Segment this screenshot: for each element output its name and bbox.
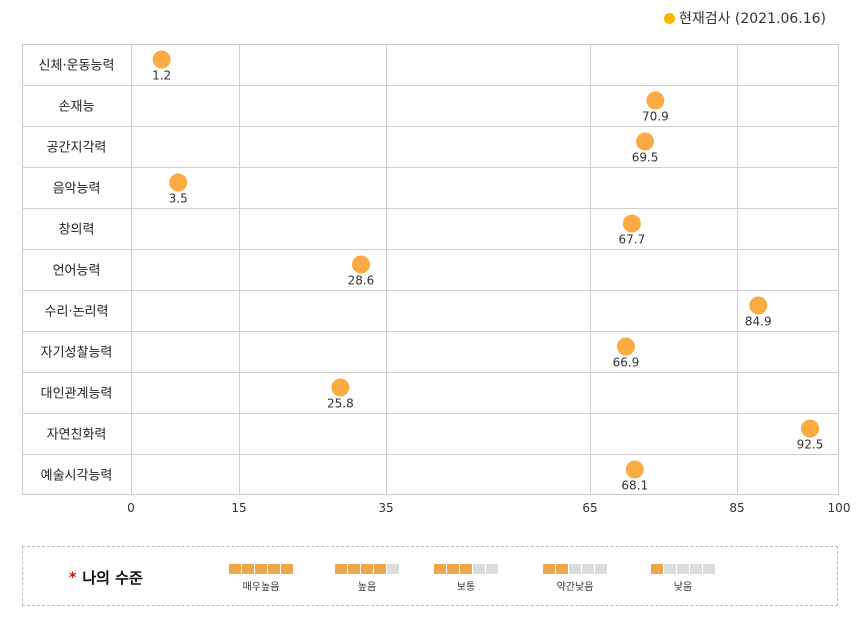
- level-segment: [543, 564, 555, 574]
- x-tick-label: 65: [582, 501, 597, 515]
- data-label: 67.7: [618, 233, 645, 247]
- level-segment: [569, 564, 581, 574]
- level-segment: [242, 564, 254, 574]
- data-label: 25.8: [327, 397, 354, 411]
- data-point: [801, 419, 819, 438]
- level-segment: [229, 564, 241, 574]
- level-segment: [447, 564, 459, 574]
- category-label: 자기성찰능력: [41, 346, 113, 361]
- level-segment: [335, 564, 347, 574]
- level-segment: [434, 564, 446, 574]
- level-label: 보통: [456, 582, 476, 593]
- level-segment: [595, 564, 607, 574]
- data-point: [622, 214, 641, 233]
- category-label: 손재능: [59, 100, 95, 115]
- x-tick-label: 0: [127, 501, 135, 515]
- plot-frame: [22, 44, 839, 495]
- x-tick-label: 15: [231, 501, 246, 515]
- level-segment: [556, 564, 568, 574]
- category-label: 예술시각능력: [41, 469, 113, 484]
- level-segment: [281, 564, 293, 574]
- category-label: 언어능력: [53, 264, 101, 279]
- level-segment: [651, 564, 663, 574]
- category-label: 공간지각력: [47, 141, 107, 156]
- star-icon: *: [69, 569, 77, 586]
- data-label: 84.9: [745, 315, 772, 329]
- level-segment: [387, 564, 399, 574]
- data-point: [636, 132, 655, 151]
- level-bar: [434, 564, 498, 574]
- legend-dot-icon: [663, 12, 675, 24]
- data-label: 66.9: [613, 356, 640, 370]
- level-segment: [460, 564, 472, 574]
- level-segment: [374, 564, 386, 574]
- level-title-text: 나의 수준: [82, 569, 143, 587]
- category-label: 수리·논리력: [45, 305, 109, 320]
- data-label: 68.1: [621, 479, 648, 493]
- level-title: * 나의 수준: [69, 567, 143, 588]
- level-label: 낮음: [673, 582, 693, 593]
- level-item: 높음: [335, 564, 399, 593]
- level-segment: [255, 564, 267, 574]
- category-label: 대인관계능력: [41, 387, 113, 402]
- x-tick-label: 85: [729, 501, 744, 515]
- data-point: [616, 337, 635, 356]
- chart-area: 신체·운동능력손재능공간지각력음악능력창의력언어능력수리·논리력자기성찰능력대인…: [22, 44, 851, 515]
- data-point: [331, 378, 350, 397]
- level-label: 약간낮음: [556, 582, 594, 593]
- data-label: 70.9: [642, 110, 669, 124]
- data-point: [152, 50, 171, 69]
- category-label: 신체·운동능력: [39, 59, 115, 74]
- level-item: 매우높음: [229, 564, 293, 593]
- level-bar: [651, 564, 715, 574]
- data-label: 28.6: [348, 274, 375, 288]
- level-label: 높음: [357, 582, 377, 593]
- data-point: [625, 460, 644, 479]
- data-point: [646, 91, 665, 110]
- level-bar: [335, 564, 399, 574]
- data-label: 92.5: [797, 438, 824, 452]
- level-segment: [664, 564, 676, 574]
- level-segment: [268, 564, 280, 574]
- level-segment: [348, 564, 360, 574]
- data-point: [749, 296, 768, 315]
- level-segment: [361, 564, 373, 574]
- data-label: 69.5: [632, 151, 659, 165]
- level-segment: [473, 564, 485, 574]
- level-item: 보통: [434, 564, 498, 593]
- data-label: 1.2: [152, 69, 171, 83]
- chart-legend: 현재검사 (2021.06.16): [663, 8, 826, 28]
- level-label: 매우높음: [242, 582, 280, 593]
- x-tick-label: 100: [828, 501, 851, 515]
- level-item: 낮음: [651, 564, 715, 593]
- level-segment: [677, 564, 689, 574]
- category-label: 자연친화력: [47, 428, 107, 443]
- level-segment: [486, 564, 498, 574]
- level-segment: [582, 564, 594, 574]
- level-bar: [543, 564, 607, 574]
- category-label: 창의력: [59, 223, 95, 238]
- data-point: [169, 173, 188, 192]
- level-legend-box: * 나의 수준 매우높음 높음 보통 약간낮음 낮음: [22, 546, 838, 606]
- level-segment: [690, 564, 702, 574]
- legend-label: 현재검사 (2021.06.16): [678, 11, 826, 27]
- level-bar: [229, 564, 293, 574]
- data-point: [351, 255, 370, 274]
- x-tick-label: 35: [378, 501, 393, 515]
- level-item: 약간낮음: [543, 564, 607, 593]
- data-label: 3.5: [169, 192, 188, 206]
- category-label: 음악능력: [53, 182, 101, 197]
- level-segment: [703, 564, 715, 574]
